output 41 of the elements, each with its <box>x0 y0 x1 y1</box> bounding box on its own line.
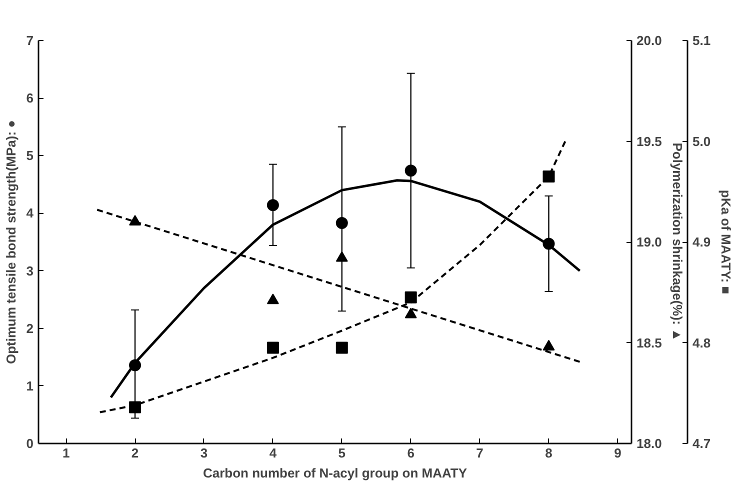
y2-tick-label: 19.0 <box>636 234 662 250</box>
y-tick-label: 2 <box>26 320 34 336</box>
point <box>404 164 417 177</box>
x-tick-label: 4 <box>269 446 278 460</box>
x-tick-label: 8 <box>545 446 552 460</box>
y-tick-label: 4 <box>26 206 34 221</box>
x-tick-label: 5 <box>338 446 346 460</box>
y3-tick-label: 5.0 <box>692 134 711 149</box>
y3-tick-label: 4.7 <box>692 436 711 451</box>
y-tick-label: 5 <box>26 148 34 164</box>
y-tick-label: 0 <box>26 436 34 451</box>
point <box>336 217 348 229</box>
x-axis-title: Carbon number of N-acyl group on MAATY <box>202 466 468 480</box>
x-tick-label: 3 <box>200 446 208 460</box>
y-tick-label: 7 <box>26 33 34 48</box>
y3-tick-label: 4.8 <box>692 335 711 350</box>
point <box>404 308 417 318</box>
x-tick-label: 7 <box>476 446 484 460</box>
y3-axis-title: pKa of MAATY: ■ <box>718 190 734 294</box>
y-tick-label: 3 <box>26 263 34 278</box>
x-tick-label: 2 <box>131 446 139 460</box>
y2-tick-label: 18.0 <box>636 436 662 451</box>
point <box>266 342 279 354</box>
point <box>266 294 279 304</box>
y-axis-title: Optimum tensile bond strength(MPa): ● <box>3 120 18 364</box>
y3-tick-label: 5.1 <box>692 33 711 48</box>
y-tick-label: 6 <box>26 90 34 106</box>
y2-tick-label: 20.0 <box>636 33 662 48</box>
point <box>266 199 279 212</box>
y2-tick-label: 19.5 <box>636 134 662 149</box>
y2-tick-label: 18.5 <box>636 335 662 350</box>
y-tick-label: 1 <box>26 378 34 394</box>
y3-tick-label: 4.9 <box>692 234 711 250</box>
x-tick-label: 1 <box>62 446 70 460</box>
x-tick-label: 6 <box>407 446 414 460</box>
point <box>336 251 348 262</box>
point <box>404 291 417 304</box>
y2-axis-title: Polymerization shrinkage(%): ▲ <box>670 142 685 342</box>
x-tick-label: 9 <box>614 446 622 460</box>
point <box>336 342 348 354</box>
point <box>542 340 555 350</box>
